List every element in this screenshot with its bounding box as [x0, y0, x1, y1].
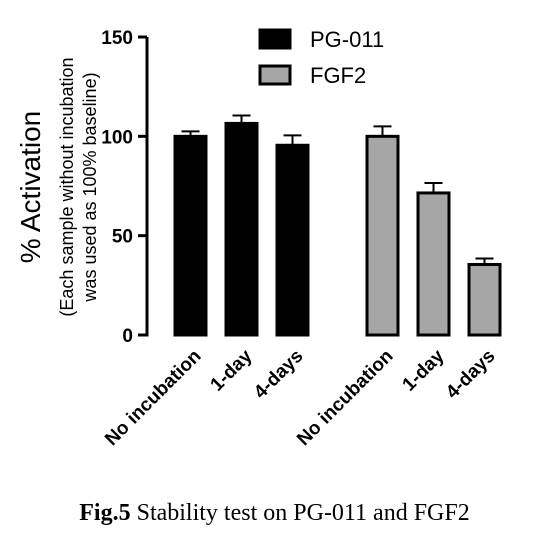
category-label: No incubation	[293, 346, 397, 450]
bar-pg-011-1-day	[224, 121, 259, 337]
legend-swatch	[258, 64, 292, 86]
category-label: 4-days	[442, 346, 499, 403]
y-axis-title: % Activation (Each sample without incuba…	[15, 57, 100, 316]
legend-swatch	[258, 28, 292, 50]
legend-label: PG-011	[310, 27, 384, 52]
bar-fgf2-1-day	[416, 191, 451, 337]
y-ticks: 0 50 100 150	[101, 28, 147, 347]
bar-fgf2-no-incubation	[365, 134, 400, 337]
y-axis-label: % Activation	[15, 111, 46, 264]
bar-fgf2-4-days	[467, 262, 502, 337]
y-tick-label: 0	[122, 326, 133, 347]
figure-label: Fig.5	[79, 500, 131, 526]
legend-label: FGF2	[310, 63, 366, 88]
figure-caption: Fig.5 Stability test on PG-011 and FGF2	[0, 500, 549, 527]
y-tick-label: 150	[101, 28, 133, 49]
category-label: No incubation	[101, 346, 205, 450]
legend: PG-011 FGF2	[258, 27, 384, 88]
y-tick-label: 50	[112, 227, 133, 248]
bars	[173, 121, 502, 337]
y-axis-sublabel-line-1: (Each sample without incubation	[57, 57, 77, 316]
category-label: 4-days	[250, 346, 307, 403]
bar-pg-011-no-incubation	[173, 134, 208, 337]
bar-pg-011-4-days	[275, 143, 310, 337]
y-axis-sublabel-line-2: was used as 100% baseline)	[80, 72, 100, 302]
figure-caption-text: Stability test on PG-011 and FGF2	[130, 500, 470, 526]
error-bars	[181, 114, 494, 265]
bar-chart: % Activation (Each sample without incuba…	[15, 27, 502, 450]
y-tick-label: 100	[101, 127, 133, 148]
